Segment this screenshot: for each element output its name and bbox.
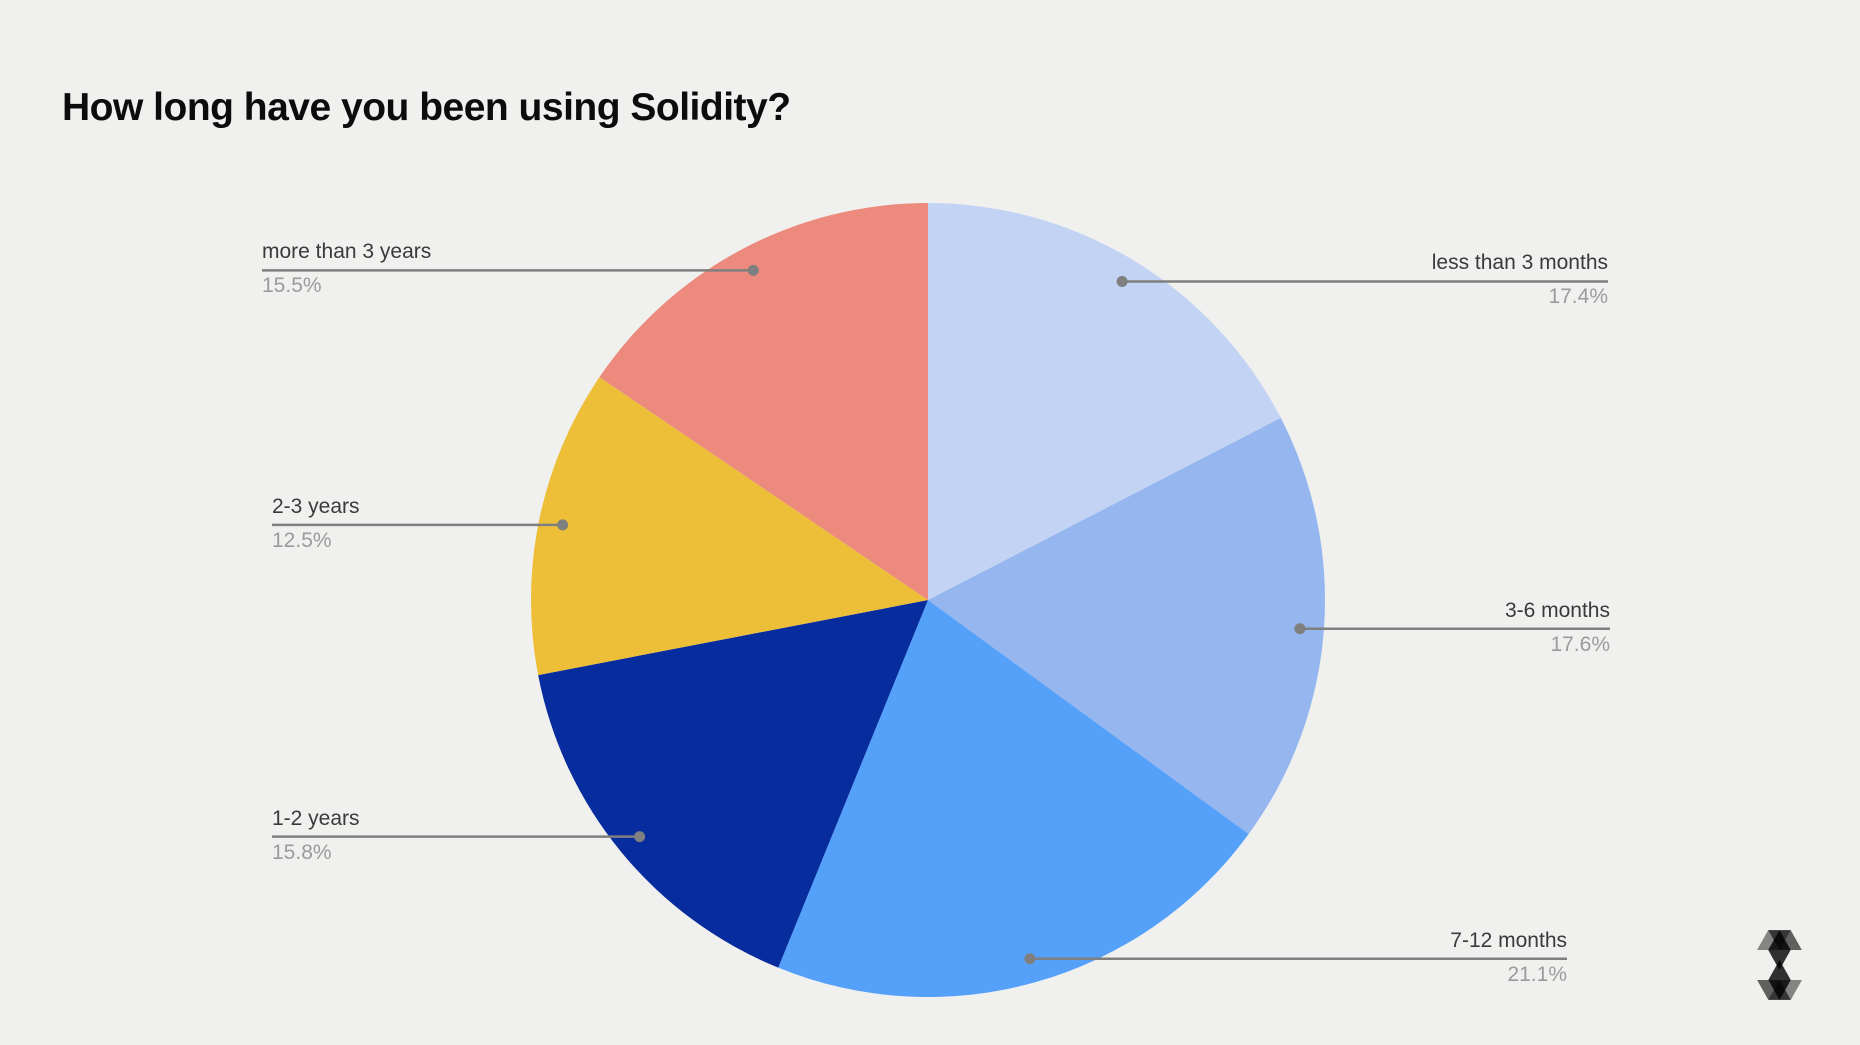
leader-dot-5: [747, 264, 759, 276]
leader-dot-1: [1294, 623, 1306, 635]
pie-slice-5: [599, 203, 928, 600]
slice-pct: 15.5%: [262, 274, 322, 298]
solidity-logo-icon: [1757, 930, 1802, 1000]
slice-pct: 12.5%: [272, 528, 332, 552]
slice-name: less than 3 months: [1431, 251, 1608, 275]
pie-slice-3: [538, 600, 928, 968]
leader-dot-2: [1024, 953, 1036, 965]
slice-pct: 17.6%: [1550, 632, 1610, 656]
leader-dot-4: [557, 519, 569, 531]
slice-name: 2-3 years: [272, 494, 360, 518]
slice-pct: 21.1%: [1507, 962, 1567, 986]
chart-title: How long have you been using Solidity?: [62, 86, 791, 129]
leader-dot-3: [634, 831, 646, 843]
slice-pct: 17.4%: [1548, 285, 1608, 309]
slice-name: 3-6 months: [1504, 598, 1610, 622]
pie-slice-0: [928, 203, 1281, 600]
pie-slice-4: [530, 377, 928, 676]
leader-dot-0: [1116, 276, 1128, 287]
slice-name: more than 3 years: [262, 240, 432, 264]
slice-name: 1-2 years: [272, 806, 360, 830]
slice-name: 7-12 months: [1450, 928, 1567, 952]
pie-slice-2: [778, 600, 1249, 998]
solidity-logo-glyph: [1757, 930, 1802, 1000]
slice-pct: 15.8%: [272, 840, 332, 864]
pie-slice-1: [928, 417, 1326, 835]
